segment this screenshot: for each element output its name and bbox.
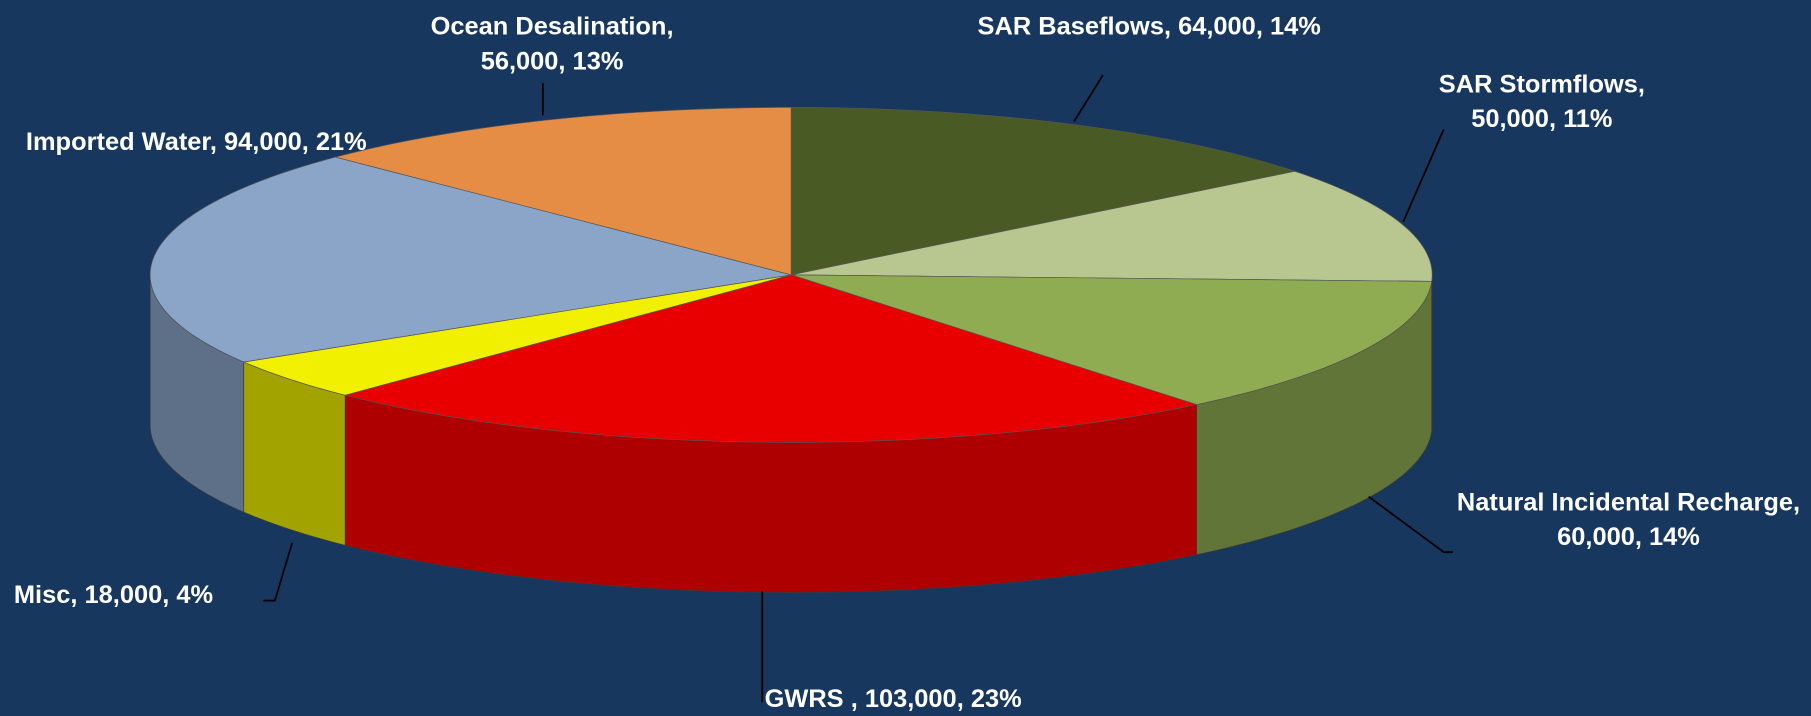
leader-line bbox=[1369, 497, 1453, 552]
percent-label: 11% bbox=[1563, 104, 1612, 133]
value-label: 64,000 bbox=[1178, 12, 1256, 41]
separator: , bbox=[70, 580, 84, 609]
separator: , bbox=[1635, 522, 1649, 551]
data-label: Imported Water, 94,000, 21% bbox=[0, 125, 393, 160]
category-label: GWRS bbox=[765, 684, 851, 713]
value-label: 94,000 bbox=[224, 127, 302, 156]
percent-label: 4% bbox=[176, 580, 213, 609]
separator: , bbox=[162, 580, 176, 609]
separator: , bbox=[1793, 487, 1800, 516]
data-label: GWRS , 103,000, 23% bbox=[765, 681, 1022, 716]
leader-line bbox=[263, 543, 292, 601]
percent-label: 14% bbox=[1649, 522, 1700, 551]
separator: , bbox=[558, 46, 572, 75]
percent-label: 21% bbox=[316, 127, 367, 156]
separator: , bbox=[210, 127, 224, 156]
separator: , bbox=[957, 684, 971, 713]
value-label: 18,000 bbox=[84, 580, 162, 609]
category-label: Natural Incidental Recharge bbox=[1457, 487, 1793, 516]
data-label: Natural Incidental Recharge, 60,000, 14% bbox=[1455, 485, 1801, 554]
leader-line bbox=[1074, 75, 1103, 121]
percent-label: 13% bbox=[573, 46, 624, 75]
leader-line bbox=[1403, 129, 1443, 221]
separator: , bbox=[1549, 104, 1563, 133]
value-label: 56,000 bbox=[481, 46, 559, 75]
value-label: 60,000 bbox=[1557, 522, 1635, 551]
value-label: 50,000 bbox=[1471, 104, 1549, 133]
category-label: Imported Water bbox=[26, 127, 210, 156]
value-label: 103,000 bbox=[865, 684, 957, 713]
category-label: Misc bbox=[14, 580, 71, 609]
separator: , bbox=[1638, 69, 1645, 98]
data-label: SAR Stormflows, 50,000, 11% bbox=[1409, 67, 1675, 136]
data-label: Misc, 18,000, 4% bbox=[14, 577, 213, 612]
separator: , bbox=[666, 12, 673, 41]
separator: , bbox=[1164, 12, 1178, 41]
category-label: SAR Baseflows bbox=[978, 12, 1164, 41]
percent-label: 23% bbox=[971, 684, 1022, 713]
percent-label: 14% bbox=[1270, 12, 1321, 41]
separator: , bbox=[851, 684, 865, 713]
separator: , bbox=[1256, 12, 1270, 41]
category-label: SAR Stormflows bbox=[1439, 69, 1638, 98]
data-label: SAR Baseflows, 64,000, 14% bbox=[959, 9, 1340, 44]
data-label: Ocean Desalination, 56,000, 13% bbox=[396, 9, 708, 78]
category-label: Ocean Desalination bbox=[431, 12, 667, 41]
separator: , bbox=[302, 127, 316, 156]
